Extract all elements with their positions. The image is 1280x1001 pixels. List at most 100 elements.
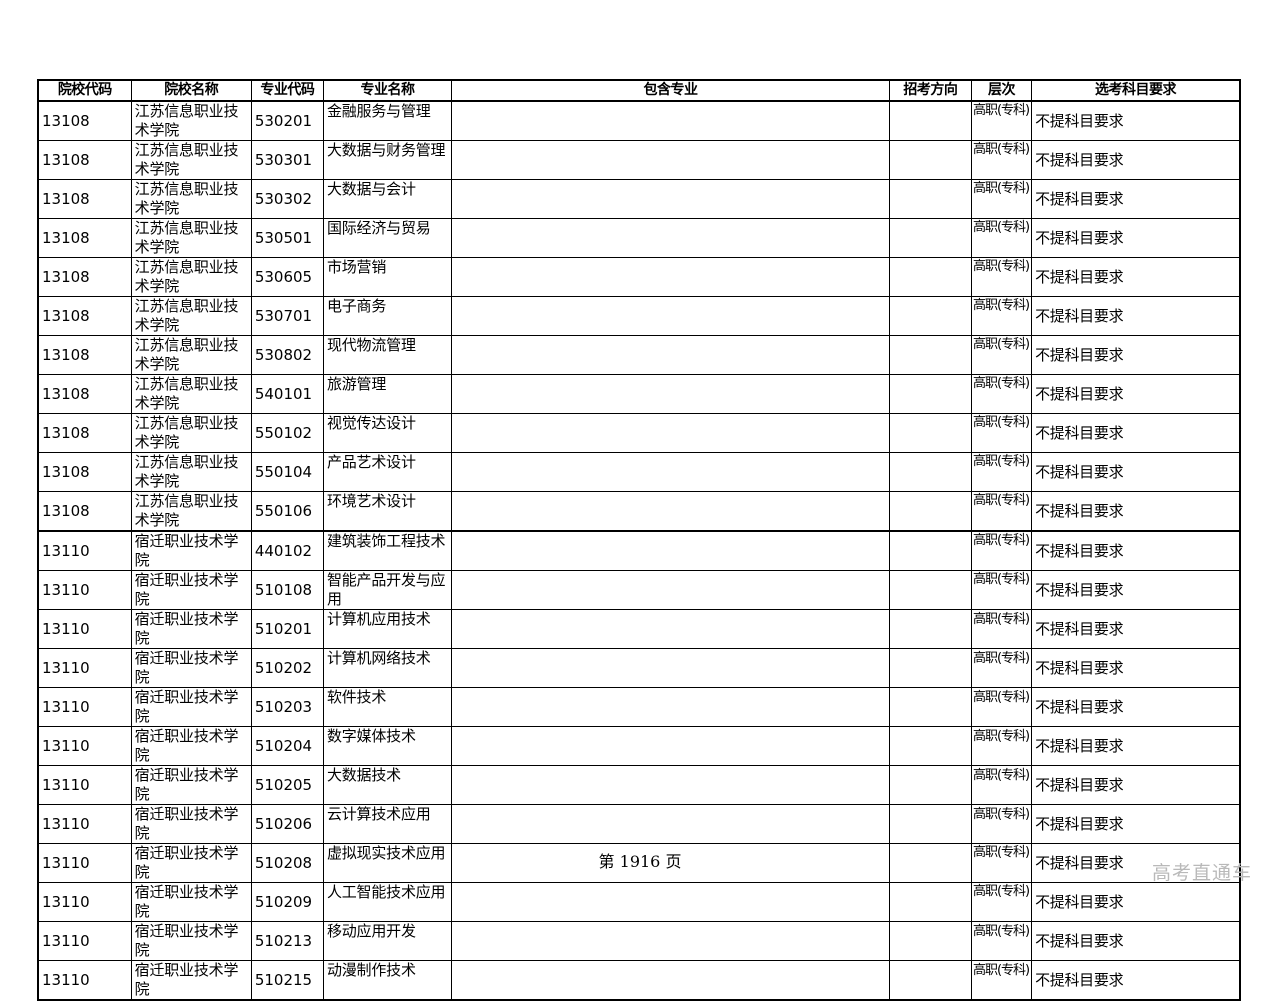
cell-school-name: 宿迁职业技术学院 (130, 960, 252, 1001)
cell-subject-req: 不提科目要求 (1031, 296, 1241, 336)
cell-included (451, 570, 890, 610)
table-row: 13110 宿迁职业技术学院 510213 移动应用开发 高职(专科) 不提科目要求 (37, 921, 1241, 961)
table-row: 13110 宿迁职业技术学院 510208 虚拟现实技术应用 高职(专科) 不提科目要求 (37, 843, 1241, 883)
cell-direction (888, 609, 972, 649)
cell-school-name: 江苏信息职业技术学院 (130, 218, 252, 258)
cell-value-major-code: 540101 (254, 384, 313, 403)
cell-major-code: 510205 (250, 765, 324, 805)
cell-value-major-code: 510203 (254, 697, 313, 716)
cell-value-major-code: 440102 (254, 541, 313, 560)
cell-value-subject-req: 不提科目要求 (1035, 423, 1124, 442)
table-row: 13110 宿迁职业技术学院 510203 软件技术 高职(专科) 不提科目要求 (37, 687, 1241, 727)
cell-value-school-code: 13108 (42, 111, 90, 130)
cell-major-code: 510108 (250, 570, 324, 610)
cell-included (451, 100, 890, 141)
cell-school-code: 13108 (37, 374, 132, 414)
cell-value-level: 高职(专科) (972, 651, 1030, 666)
cell-value-subject-req: 不提科目要求 (1035, 306, 1124, 325)
cell-school-name: 江苏信息职业技术学院 (130, 257, 252, 297)
cell-value-subject-req: 不提科目要求 (1035, 462, 1124, 481)
cell-value-school-code: 13108 (42, 345, 90, 364)
cell-value-school-name: 江苏信息职业技术学院 (134, 414, 239, 452)
cell-value-major-code: 530501 (254, 228, 313, 247)
cell-school-code: 13108 (37, 491, 132, 532)
cell-value-subject-req: 不提科目要求 (1035, 267, 1124, 286)
cell-value-major-code: 530605 (254, 267, 313, 286)
cell-value-major-code: 510208 (254, 853, 313, 872)
cell-level: 高职(专科) (970, 530, 1033, 571)
cell-major-name: 智能产品开发与应用 (322, 570, 453, 610)
cell-value-major-code: 550104 (254, 462, 313, 481)
cell-value-school-name: 宿迁职业技术学院 (134, 922, 239, 960)
cell-value-level: 高职(专科) (972, 181, 1030, 196)
cell-value-school-name: 江苏信息职业技术学院 (134, 336, 239, 374)
cell-value-subject-req: 不提科目要求 (1035, 345, 1124, 364)
cell-value-major-code: 510108 (254, 580, 313, 599)
cell-major-code: 510209 (250, 882, 324, 922)
cell-subject-req: 不提科目要求 (1031, 374, 1241, 414)
cell-value-school-name: 宿迁职业技术学院 (134, 571, 239, 609)
table-row: 13108 江苏信息职业技术学院 550104 产品艺术设计 高职(专科) 不提科目要求 (37, 452, 1241, 492)
cell-level: 高职(专科) (970, 374, 1033, 414)
cell-school-code: 13110 (37, 570, 132, 610)
table-row: 13108 江苏信息职业技术学院 530201 金融服务与管理 高职(专科) 不提科目要求 (37, 100, 1241, 141)
cell-major-code: 510201 (250, 609, 324, 649)
cell-value-level: 高职(专科) (972, 376, 1030, 391)
cell-major-name: 虚拟现实技术应用 (322, 843, 453, 883)
cell-direction (888, 882, 972, 922)
cell-included (451, 179, 890, 219)
cell-major-name: 大数据技术 (322, 765, 453, 805)
cell-included (451, 921, 890, 961)
cell-value-school-code: 13110 (42, 814, 90, 833)
column-header-school-code: 院校代码 (37, 79, 132, 102)
cell-major-code: 510208 (250, 843, 324, 883)
cell-direction (888, 960, 972, 1001)
cell-value-school-code: 13108 (42, 150, 90, 169)
cell-value-subject-req: 不提科目要求 (1035, 853, 1124, 872)
cell-level: 高职(专科) (970, 452, 1033, 492)
cell-value-subject-req: 不提科目要求 (1035, 775, 1124, 794)
cell-major-name: 数字媒体技术 (322, 726, 453, 766)
cell-value-subject-req: 不提科目要求 (1035, 189, 1124, 208)
cell-school-code: 13110 (37, 765, 132, 805)
cell-included (451, 882, 890, 922)
cell-value-level: 高职(专科) (972, 298, 1030, 313)
cell-value-major-code: 530301 (254, 150, 313, 169)
table-row: 13110 宿迁职业技术学院 510108 智能产品开发与应用 高职(专科) 不提科目要求 (37, 570, 1241, 610)
cell-school-name: 江苏信息职业技术学院 (130, 100, 252, 141)
cell-value-school-name: 江苏信息职业技术学院 (134, 102, 239, 139)
cell-direction (888, 335, 972, 375)
cell-value-major-code: 530302 (254, 189, 313, 208)
cell-value-level: 高职(专科) (972, 415, 1030, 430)
document-page: 院校代码 院校名称 专业代码 专业名称 包含专业 招考方向 层次 选考科目要求 … (37, 79, 1251, 1001)
cell-major-code: 510202 (250, 648, 324, 688)
table-row: 13108 江苏信息职业技术学院 530302 大数据与会计 高职(专科) 不提科目要求 (37, 179, 1241, 219)
cell-value-school-code: 13110 (42, 736, 90, 755)
cell-subject-req: 不提科目要求 (1031, 726, 1241, 766)
column-header-included: 包含专业 (451, 79, 890, 102)
table-row: 13110 宿迁职业技术学院 510201 计算机应用技术 高职(专科) 不提科目要求 (37, 609, 1241, 649)
table-row: 13108 江苏信息职业技术学院 530701 电子商务 高职(专科) 不提科目要求 (37, 296, 1241, 336)
cell-value-level: 高职(专科) (972, 690, 1030, 705)
cell-major-code: 510213 (250, 921, 324, 961)
cell-included (451, 804, 890, 844)
cell-included (451, 765, 890, 805)
cell-value-major-name: 市场营销 (326, 258, 387, 277)
table-header-row: 院校代码 院校名称 专业代码 专业名称 包含专业 招考方向 层次 选考科目要求 (37, 79, 1241, 102)
cell-value-school-name: 江苏信息职业技术学院 (134, 180, 239, 218)
cell-value-major-name: 软件技术 (326, 688, 387, 707)
cell-subject-req: 不提科目要求 (1031, 843, 1241, 883)
cell-subject-req: 不提科目要求 (1031, 491, 1241, 532)
column-header-level: 层次 (970, 79, 1033, 102)
cell-value-school-code: 13110 (42, 892, 90, 911)
cell-value-school-code: 13108 (42, 306, 90, 325)
cell-school-name: 江苏信息职业技术学院 (130, 140, 252, 180)
cell-value-school-name: 宿迁职业技术学院 (134, 844, 239, 882)
cell-major-name: 旅游管理 (322, 374, 453, 414)
cell-major-name: 建筑装饰工程技术 (322, 530, 453, 571)
cell-major-code: 530301 (250, 140, 324, 180)
cell-included (451, 218, 890, 258)
cell-direction (888, 648, 972, 688)
cell-level: 高职(专科) (970, 100, 1033, 141)
cell-value-school-name: 江苏信息职业技术学院 (134, 492, 239, 529)
